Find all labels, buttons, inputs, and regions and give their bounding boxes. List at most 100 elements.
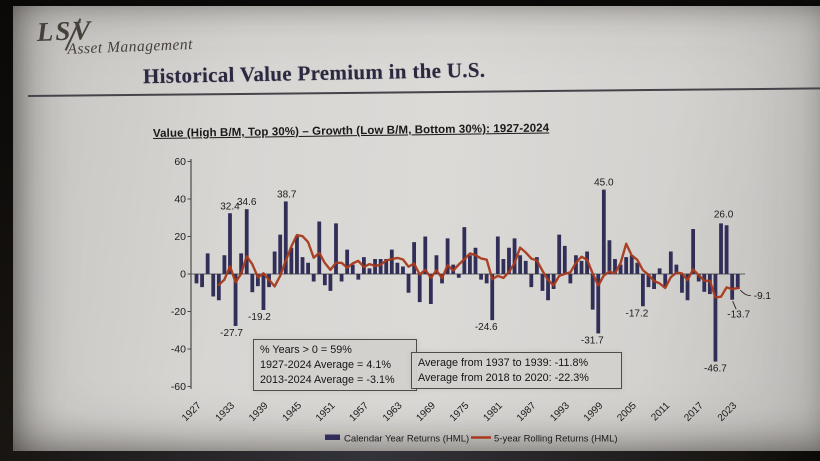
y-tick-label: 20 xyxy=(174,231,186,243)
y-tick-label: -40 xyxy=(171,344,186,356)
bar-2014 xyxy=(680,274,684,293)
x-tick-label: 1999 xyxy=(582,400,606,424)
legend-bar-swatch xyxy=(325,434,340,440)
data-label-2000: 45.0 xyxy=(594,178,614,189)
bar-2012 xyxy=(668,251,673,274)
bar-2023 xyxy=(730,274,735,300)
bar-1935 xyxy=(239,253,244,274)
bar-1965 xyxy=(406,274,411,293)
data-label-1939: -19.2 xyxy=(248,312,271,323)
bar-2005 xyxy=(629,255,634,274)
bar-1934 xyxy=(233,274,238,326)
x-tick-label: 2017 xyxy=(682,400,706,424)
bar-1970 xyxy=(434,255,439,274)
bar-1931 xyxy=(216,274,221,301)
data-label-1936: 34.6 xyxy=(237,197,257,208)
bar-2006 xyxy=(635,262,640,274)
y-tick-label: -60 xyxy=(171,381,186,393)
x-tick-label: 2005 xyxy=(615,400,639,424)
bar-2002 xyxy=(613,259,617,274)
lsv-logo-name: Asset Management xyxy=(67,36,194,58)
bar-1990 xyxy=(546,274,550,301)
bar-1937 xyxy=(250,274,255,293)
x-tick-label: 1945 xyxy=(281,400,305,424)
bar-2018 xyxy=(702,274,707,292)
chart-subtitle: Value (High B/M, Top 30%) – Growth (Low … xyxy=(152,122,550,140)
averages-box-line: Average from 1937 to 1939: -11.8% xyxy=(418,357,589,369)
bar-1944 xyxy=(289,247,294,274)
bar-1930 xyxy=(211,274,216,297)
bar-2001 xyxy=(607,240,612,274)
bar-1964 xyxy=(401,266,405,274)
bar-1960 xyxy=(378,259,383,274)
bar-1946 xyxy=(300,257,305,274)
legend-line-label: 5-year Rolling Returns (HML) xyxy=(494,434,618,445)
data-label-1934: -27.7 xyxy=(220,328,243,339)
callout-line-2023 xyxy=(732,300,737,310)
bar-2022 xyxy=(724,225,729,274)
bar-1968 xyxy=(423,236,428,274)
bar-1938 xyxy=(255,274,260,287)
bar-1984 xyxy=(512,238,517,274)
bar-1950 xyxy=(322,274,327,286)
bar-1993 xyxy=(562,245,567,274)
x-tick-label: 2023 xyxy=(716,400,740,424)
bar-2013 xyxy=(674,264,679,274)
stats-box-line: 1927-2024 Average = 4.1% xyxy=(260,359,391,371)
bar-1979 xyxy=(484,274,489,284)
x-tick-label: 1963 xyxy=(381,400,405,424)
data-label-2020: -46.7 xyxy=(704,364,727,375)
bar-1966 xyxy=(412,242,417,274)
bar-2007 xyxy=(641,274,645,307)
bar-1949 xyxy=(317,221,322,274)
bar-1928 xyxy=(200,274,204,288)
bar-1958 xyxy=(367,268,372,274)
data-label-rolling-end: -9.1 xyxy=(754,291,772,302)
bar-1977 xyxy=(473,247,478,274)
x-tick-label: 1969 xyxy=(414,400,438,424)
bar-1953 xyxy=(339,274,344,282)
averages-box-line: Average from 2018 to 2020: -22.3% xyxy=(418,372,589,384)
data-label-1943: 38.7 xyxy=(277,189,297,200)
bar-1956 xyxy=(356,274,361,280)
bar-1972 xyxy=(445,238,450,274)
data-label-1933: 32.4 xyxy=(220,201,240,212)
y-tick-label: 60 xyxy=(174,156,186,168)
bar-1982 xyxy=(501,259,506,274)
bar-1952 xyxy=(334,223,338,274)
slide-title: Historical Value Premium in the U.S. xyxy=(142,57,486,89)
x-tick-label: 1933 xyxy=(214,400,238,424)
bar-1927 xyxy=(194,274,199,284)
data-label-2023: -13.7 xyxy=(727,310,750,321)
bar-1975 xyxy=(462,227,467,274)
bar-1989 xyxy=(540,274,545,291)
bar-2015 xyxy=(685,274,690,301)
data-label-2022: 26.0 xyxy=(714,209,734,220)
bar-1981 xyxy=(495,236,500,274)
bar-1980 xyxy=(490,274,495,321)
bar-2010 xyxy=(657,268,662,274)
y-tick-label: 0 xyxy=(180,269,186,281)
presentation-slide: LSV Asset Management Historical Value Pr… xyxy=(13,6,820,451)
x-tick-label: 1987 xyxy=(515,400,539,424)
bar-1962 xyxy=(389,249,394,274)
bar-1945 xyxy=(295,236,299,274)
bar-1951 xyxy=(328,274,333,291)
bar-1933 xyxy=(228,213,232,274)
bar-1942 xyxy=(278,234,283,274)
bar-1929 xyxy=(205,253,210,274)
bar-1998 xyxy=(590,274,595,310)
bar-1941 xyxy=(272,251,277,274)
lsv-logo: LSV Asset Management xyxy=(36,11,193,60)
stats-box: % Years > 0 = 59% 1927-2024 Average = 4.… xyxy=(253,339,417,391)
data-label-2007: -17.2 xyxy=(626,308,649,319)
stats-box-line: 2013-2024 Average = -3.1% xyxy=(260,374,395,386)
bar-2003 xyxy=(618,264,623,274)
bar-1932 xyxy=(222,255,227,274)
bar-1978 xyxy=(479,274,483,280)
bar-2024 xyxy=(735,274,740,289)
bar-1948 xyxy=(311,274,316,282)
bar-1983 xyxy=(507,247,511,274)
bar-1994 xyxy=(568,274,573,284)
bar-1967 xyxy=(417,274,422,303)
